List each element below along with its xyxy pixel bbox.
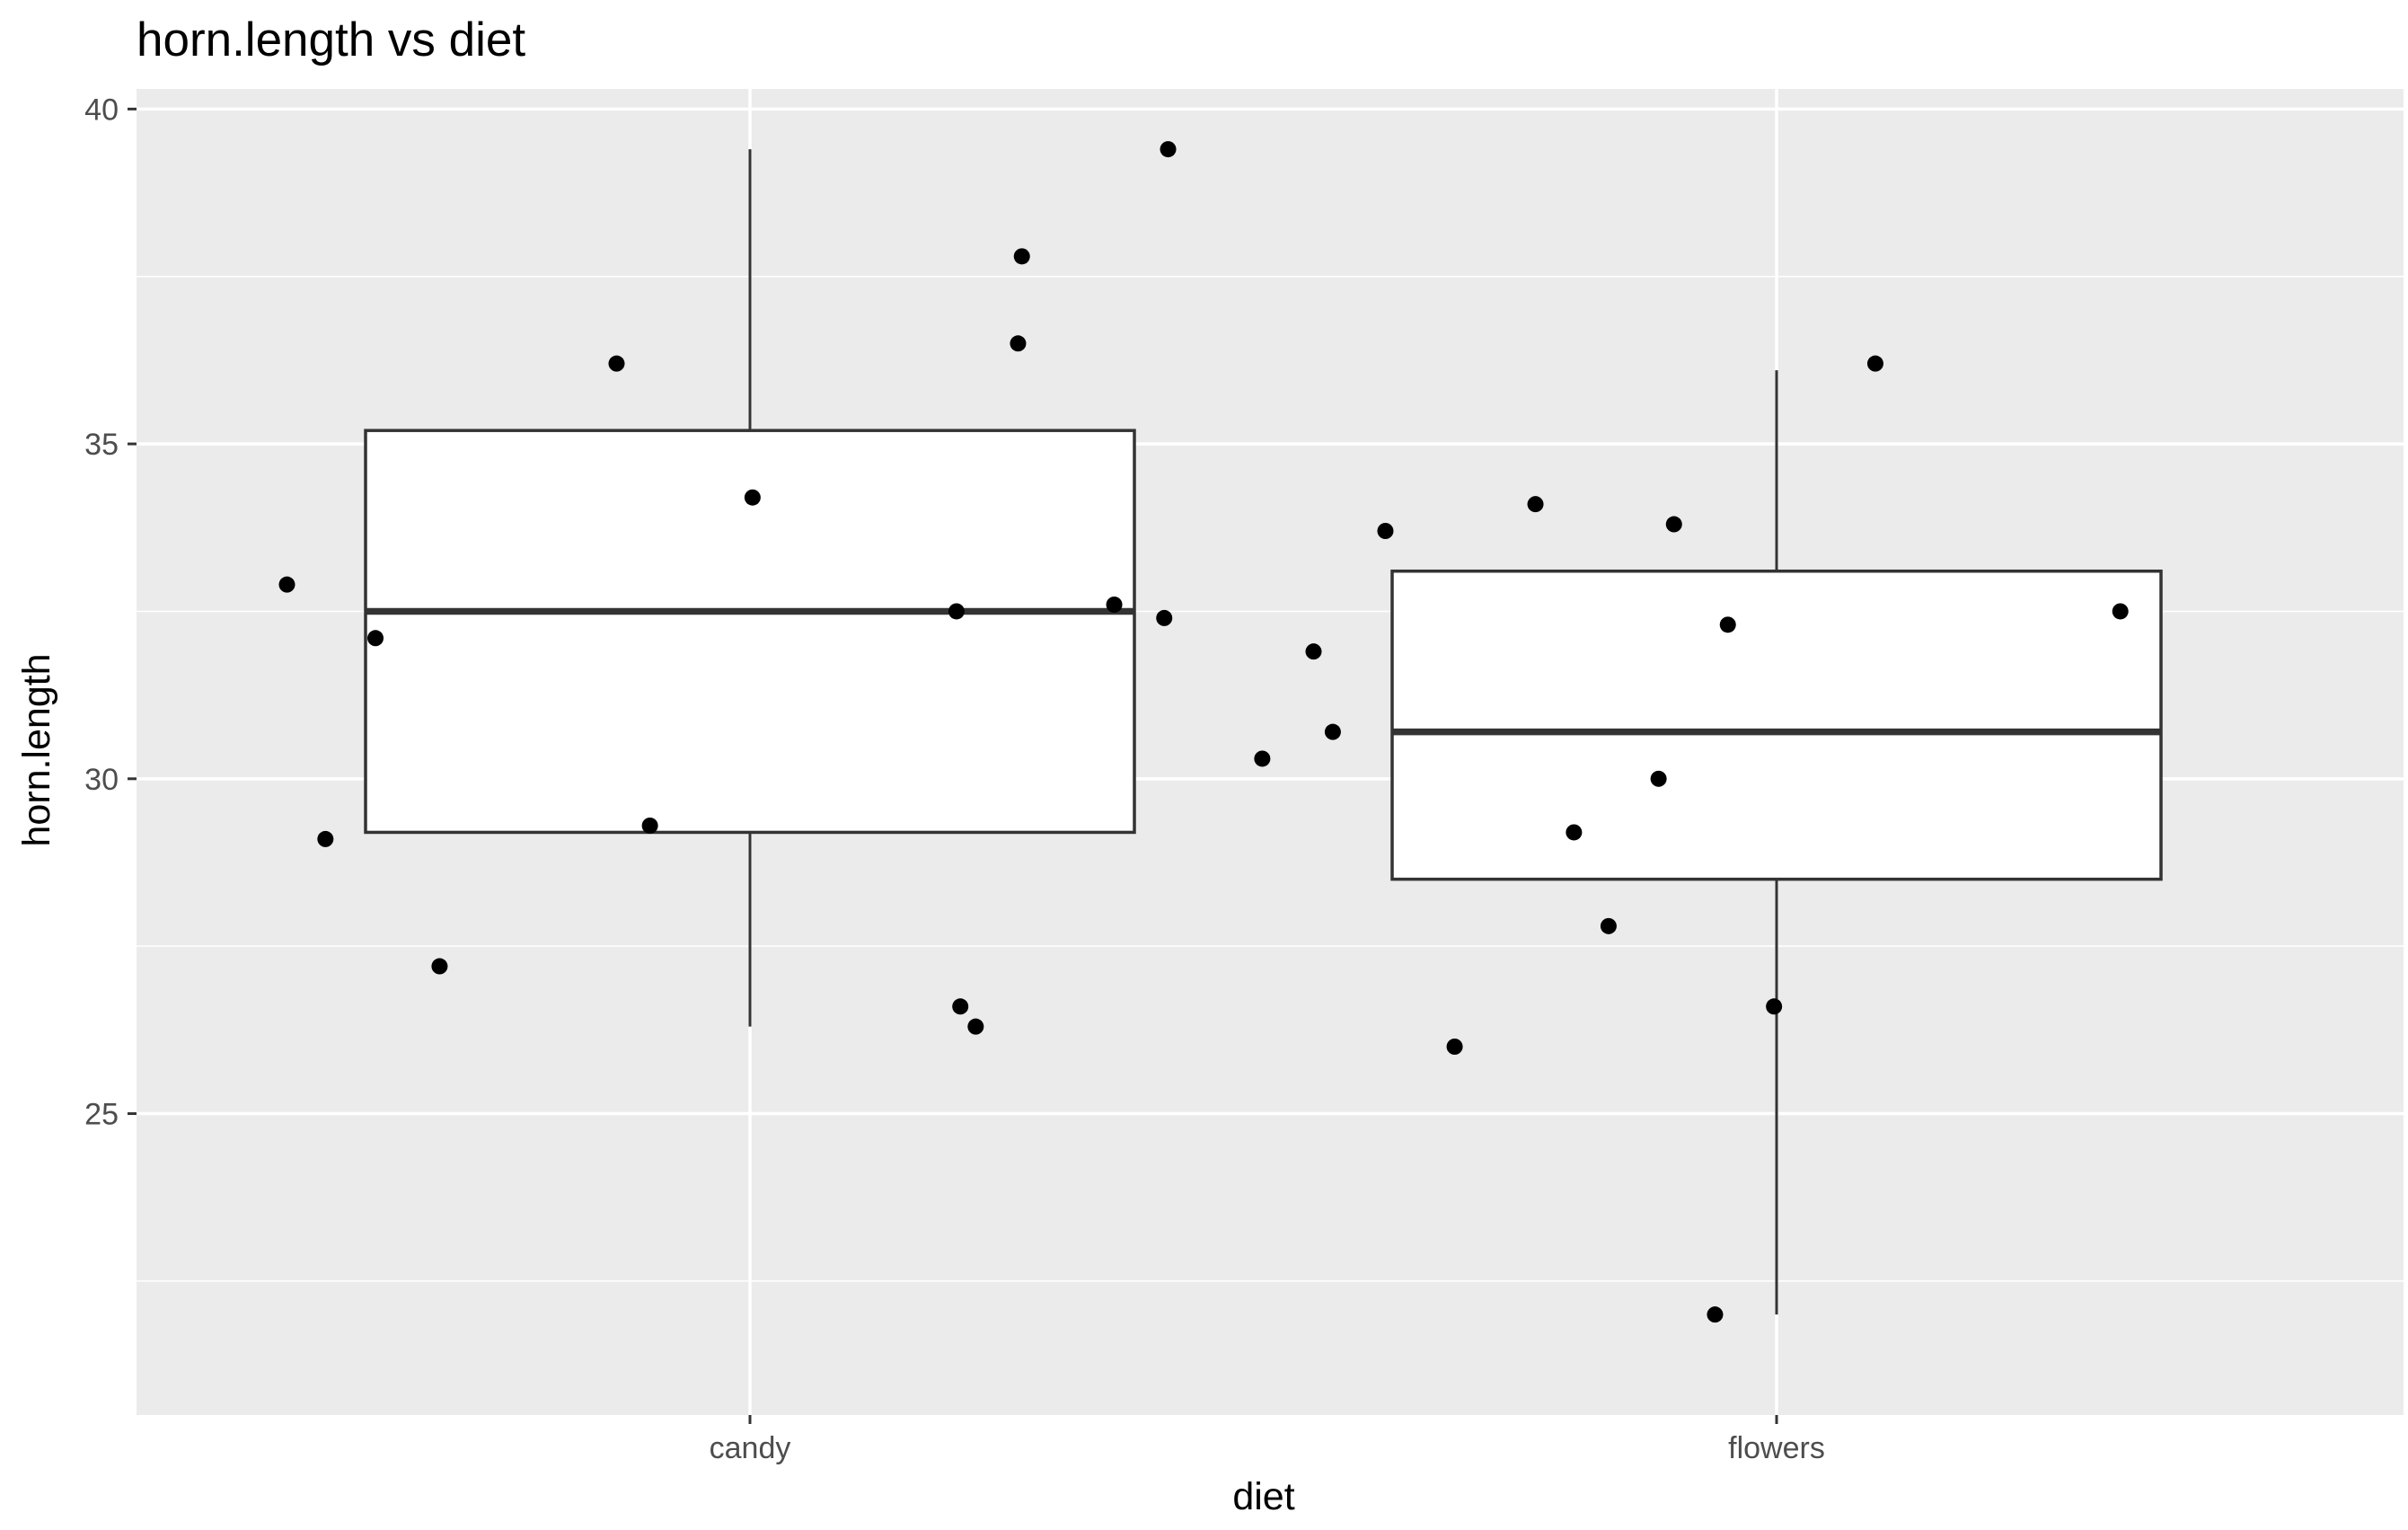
y-tick-label: 25 <box>84 1098 119 1132</box>
y-tick-label: 35 <box>84 428 119 462</box>
data-point <box>1324 723 1341 740</box>
x-axis-label: diet <box>1232 1475 1294 1518</box>
data-point <box>641 818 658 834</box>
data-point <box>967 1018 984 1035</box>
point-layer <box>278 141 2129 1323</box>
data-point <box>1527 496 1544 513</box>
data-point <box>1665 516 1682 533</box>
data-point <box>1010 335 1027 352</box>
x-tick-label: candy <box>710 1431 791 1465</box>
data-point <box>367 630 384 647</box>
data-point <box>1650 770 1667 787</box>
data-point <box>431 958 448 975</box>
data-point <box>317 830 334 847</box>
data-point <box>1766 998 1783 1015</box>
data-point <box>948 603 965 620</box>
data-point <box>1254 750 1271 767</box>
chart-title: horn.length vs diet <box>137 13 525 66</box>
data-point <box>1446 1039 1463 1055</box>
data-point <box>1160 141 1177 158</box>
data-point <box>1600 917 1617 934</box>
data-point <box>2112 603 2129 620</box>
y-axis-label: horn.length <box>15 653 58 846</box>
data-point <box>1866 355 1883 372</box>
box-flowers <box>1390 370 2163 1315</box>
data-point <box>1377 523 1394 539</box>
box-iqr <box>1390 569 2163 881</box>
data-point <box>278 576 295 593</box>
y-tick-label: 40 <box>84 93 119 127</box>
data-point <box>1707 1306 1724 1323</box>
data-point <box>1156 609 1173 626</box>
data-point <box>1305 643 1322 660</box>
data-point <box>1719 616 1736 633</box>
data-point <box>1013 248 1030 265</box>
x-tick-label: flowers <box>1728 1431 1825 1465</box>
data-point <box>1566 824 1583 841</box>
data-point <box>608 355 625 372</box>
axis-layer: 25 30 35 40 candy flowers <box>84 93 1825 1465</box>
data-point <box>744 489 761 506</box>
data-point <box>1106 597 1123 613</box>
data-point <box>952 998 969 1015</box>
y-tick-label: 30 <box>84 763 119 797</box>
